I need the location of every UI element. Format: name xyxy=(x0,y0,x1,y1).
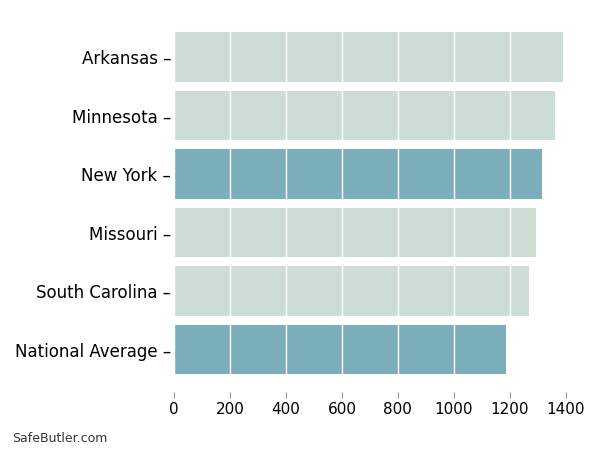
Bar xyxy=(174,149,542,199)
Bar xyxy=(174,32,563,82)
Bar xyxy=(174,208,536,257)
Bar xyxy=(174,325,506,374)
Bar xyxy=(174,90,554,140)
Text: SafeButler.com: SafeButler.com xyxy=(12,432,107,446)
Bar xyxy=(174,266,529,316)
